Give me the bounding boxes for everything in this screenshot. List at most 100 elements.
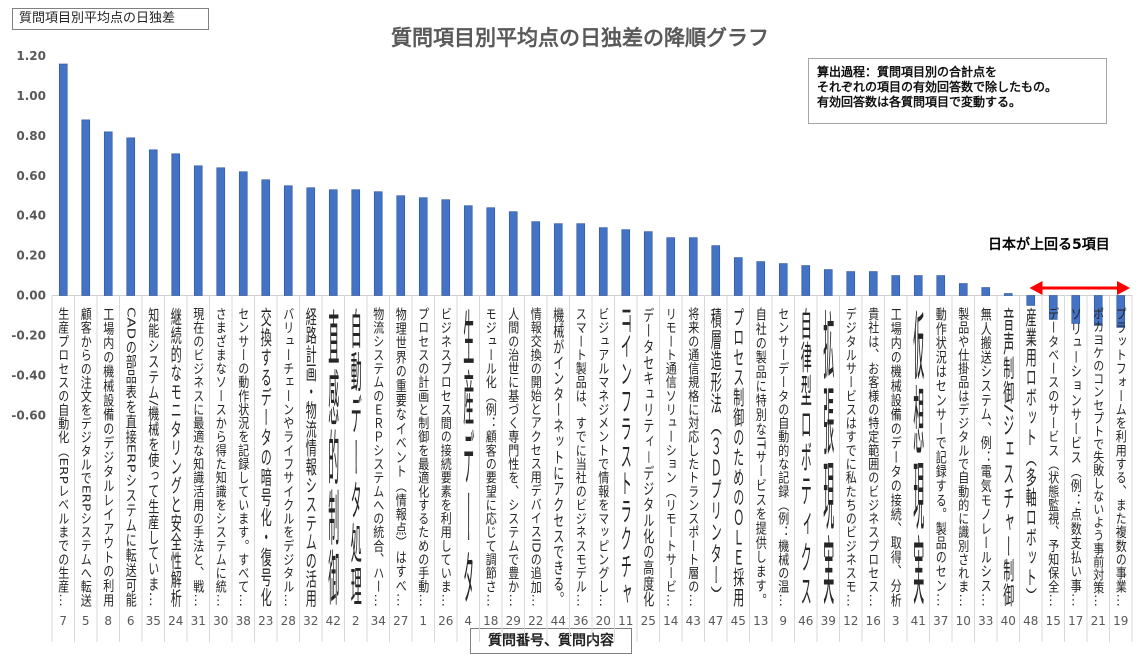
annotation-arrow-head-left bbox=[1029, 281, 1043, 295]
category-number: 11 bbox=[618, 614, 633, 628]
bar-q32 bbox=[306, 187, 316, 296]
bar-q43 bbox=[688, 237, 698, 296]
category-number: 21 bbox=[1091, 614, 1106, 628]
category-number: 3 bbox=[892, 614, 900, 628]
bar-q48 bbox=[1026, 295, 1036, 306]
bar-q41 bbox=[913, 275, 923, 296]
bar-q2 bbox=[351, 189, 361, 296]
category-number: 35 bbox=[146, 614, 161, 628]
category-name: 顧客からの注文をデジタルでERPシステムへ転送 bbox=[79, 305, 92, 607]
bar-q14 bbox=[666, 237, 676, 296]
category-name: 工場内の機械設備のデータの接続、取得、分析 bbox=[889, 307, 902, 608]
category-number: 39 bbox=[821, 614, 836, 628]
category-number: 12 bbox=[843, 614, 858, 628]
category-name: 製品や仕掛品はデジタルで自動的に識別されま… bbox=[957, 305, 970, 607]
bar-q19 bbox=[1116, 295, 1126, 328]
y-tick-label: 0.60 bbox=[16, 169, 46, 183]
category-name: さまざまなソースから得た知識をシステムに統… bbox=[214, 307, 227, 607]
bar-q13 bbox=[756, 261, 766, 296]
category-number: 25 bbox=[641, 614, 656, 628]
category-name: 生産データ bbox=[462, 300, 475, 607]
bar-q18 bbox=[486, 207, 496, 296]
category-name: センサーデータの自動的な記録（例：機械の温… bbox=[777, 307, 790, 607]
bar-q7 bbox=[58, 63, 68, 296]
category-name: 無人搬送システム、例：電気モノレールシス… bbox=[979, 305, 992, 607]
category-number: 46 bbox=[798, 614, 813, 628]
category-number: 33 bbox=[978, 614, 993, 628]
bar-q38 bbox=[238, 171, 248, 296]
y-tick-label: 0.00 bbox=[16, 289, 46, 303]
category-number: 5 bbox=[82, 614, 90, 628]
category-name: 現在のビジネスに最適な知識活用の手法と、戦… bbox=[192, 307, 205, 607]
bar-q20 bbox=[598, 227, 608, 296]
category-number: 47 bbox=[708, 614, 723, 628]
category-name: センサーの動作状況を記録しています。すべて… bbox=[237, 307, 250, 607]
bar-q1 bbox=[418, 197, 428, 296]
category-name: ビジネスプロセス間の接続要素を利用していま… bbox=[439, 307, 452, 607]
category-name: 自動データ処理 bbox=[349, 306, 362, 607]
category-number: 24 bbox=[168, 614, 183, 628]
bar-q46 bbox=[801, 265, 811, 296]
category-name: 直感的制御 bbox=[327, 300, 340, 607]
bar-q3 bbox=[891, 275, 901, 296]
bar-q15 bbox=[1048, 295, 1058, 320]
y-tick-label: 0.40 bbox=[16, 209, 46, 223]
category-number: 45 bbox=[731, 614, 746, 628]
category-number: 28 bbox=[281, 614, 296, 628]
bar-q42 bbox=[328, 189, 338, 296]
category-number: 22 bbox=[528, 614, 543, 628]
category-name: 拡張現実 bbox=[822, 298, 835, 612]
bar-q31 bbox=[193, 165, 203, 296]
category-name: 産業用ロボット（多軸ロボット） bbox=[1024, 306, 1037, 607]
y-tick-label: -0.40 bbox=[11, 368, 46, 382]
category-number: 14 bbox=[663, 614, 678, 628]
category-name: スマート製品は、すでに当社のビジネスモデル… bbox=[574, 307, 587, 607]
category-number: 17 bbox=[1068, 614, 1083, 628]
category-name: プロセス制御のためのＯＬＥ採用 bbox=[732, 306, 745, 608]
bar-q40 bbox=[1003, 293, 1013, 296]
category-number: 44 bbox=[551, 614, 566, 628]
bar-q22 bbox=[531, 221, 541, 296]
bar-q8 bbox=[103, 131, 113, 296]
bar-q35 bbox=[148, 149, 158, 296]
chart-title: 質問項目別平均点の日独差の降順グラフ bbox=[391, 26, 769, 50]
y-tick-label: -0.60 bbox=[11, 408, 46, 422]
category-name: 積層造形法（３Ｄプリンター） bbox=[709, 304, 722, 607]
category-name: 動作状況はセンサーで記録する。製品のセン… bbox=[934, 305, 947, 607]
category-name: 貴社は、お客様の特定範囲のビジネスプロセス… bbox=[867, 305, 880, 607]
category-number: 6 bbox=[127, 614, 135, 628]
category-name: データベースのサービス（状態監視、予知保全… bbox=[1047, 305, 1060, 607]
category-number: 29 bbox=[506, 614, 521, 628]
bar-q37 bbox=[936, 275, 946, 296]
category-number: 34 bbox=[371, 614, 386, 628]
y-tick-label: -0.20 bbox=[11, 328, 46, 342]
category-name: 自律型ロボティクス bbox=[799, 306, 812, 607]
category-number: 37 bbox=[933, 614, 948, 628]
y-tick-label: 1.00 bbox=[16, 89, 46, 103]
category-name: プロセスの計画と制御を最適化するための手動… bbox=[417, 307, 430, 607]
category-name: 自社の製品に特別なITサービスを提供します。 bbox=[754, 307, 767, 607]
bar-q17 bbox=[1071, 295, 1081, 324]
x-axis-label: 質問番号、質問内容 bbox=[470, 628, 632, 654]
category-name: デジタルサービスはすでに私たちのビジネスモ… bbox=[844, 305, 857, 607]
category-number: 13 bbox=[753, 614, 768, 628]
bar-q23 bbox=[261, 179, 271, 296]
bar-q25 bbox=[643, 231, 653, 296]
category-name: 生産プロセスの自動化（ERPレベルまでの生産… bbox=[57, 305, 70, 607]
bar-q5 bbox=[81, 119, 91, 296]
category-number: 7 bbox=[59, 614, 67, 628]
category-name: 物理世界の重要なイベント（情報点）はすべ… bbox=[394, 305, 407, 607]
category-name: ビジュアルマネジメントで情報をマッピングし… bbox=[597, 307, 610, 607]
category-number: 16 bbox=[866, 614, 881, 628]
category-number: 1 bbox=[419, 614, 427, 628]
y-tick-label: 0.20 bbox=[16, 249, 46, 263]
japan-higher-annotation: 日本が上回る5項目 bbox=[988, 237, 1110, 253]
y-tick-label: 1.20 bbox=[16, 49, 46, 63]
category-name: 人間の治世に基づく専門性を、システムで豊か… bbox=[507, 307, 520, 607]
category-number: 48 bbox=[1023, 614, 1038, 628]
bar-q27 bbox=[396, 195, 406, 296]
category-name: モジュール化（例：顧客の要望に応じて調節さ… bbox=[484, 307, 497, 607]
bar-q21 bbox=[1093, 295, 1103, 326]
bar-q44 bbox=[553, 223, 563, 296]
category-name: 音声制御/ジェスチャー制御 bbox=[1002, 304, 1015, 607]
